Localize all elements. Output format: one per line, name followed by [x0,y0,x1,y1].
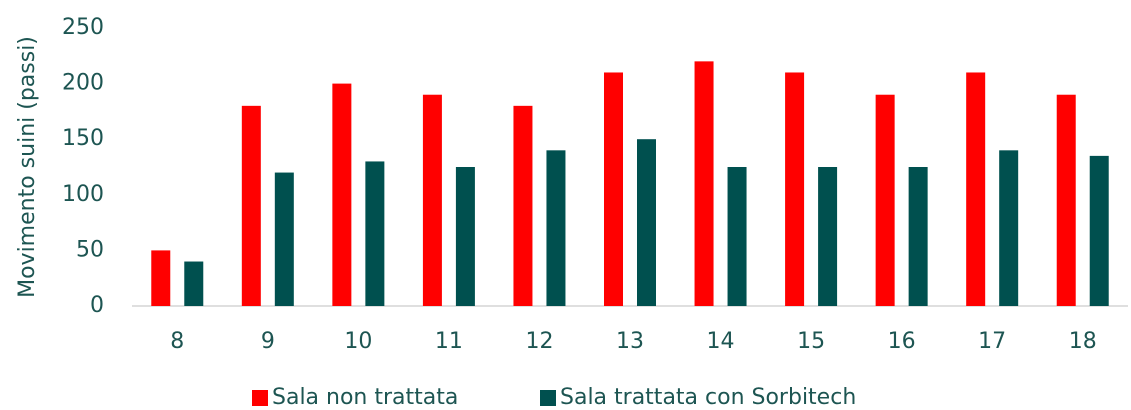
bar [422,94,442,306]
bar [455,167,475,306]
bar [818,167,838,306]
bar [365,161,385,306]
bar [637,139,656,306]
legend-label: Sala non trattata [272,385,458,410]
x-tick-label: 10 [344,329,372,354]
legend-label: Sala trattata con Sorbitech [560,385,856,410]
x-tick-label: 11 [435,329,463,354]
y-tick-label: 200 [62,71,104,96]
x-tick-label: 16 [888,329,916,354]
x-tick-label: 8 [170,329,184,354]
x-tick-label: 17 [978,329,1006,354]
bar [1089,155,1109,306]
bar [332,83,352,306]
bar [184,261,204,306]
bar [151,250,171,306]
bar [966,72,986,306]
bar [694,61,714,306]
legend-swatch [252,390,268,406]
y-tick-label: 50 [76,237,104,262]
y-tick-label: 0 [90,293,104,318]
bar [908,167,928,306]
x-tick-label: 13 [616,329,644,354]
bar [513,105,533,306]
y-axis-title: Movimento suini (passi) [15,36,40,298]
bar [999,150,1019,306]
y-tick-label: 250 [62,15,104,40]
bar [604,72,623,306]
bar [274,172,294,306]
x-tick-label: 14 [707,329,735,354]
bar [727,167,747,306]
x-tick-label: 9 [261,329,275,354]
bar [875,94,895,306]
x-tick-label: 18 [1069,329,1097,354]
x-tick-label: 15 [797,329,825,354]
legend-swatch [540,390,556,406]
bar [1056,94,1076,306]
bar [546,150,566,306]
bar [241,105,261,306]
y-tick-label: 150 [62,126,104,151]
bar [785,72,805,306]
x-tick-label: 12 [525,329,553,354]
y-tick-label: 100 [62,182,104,207]
